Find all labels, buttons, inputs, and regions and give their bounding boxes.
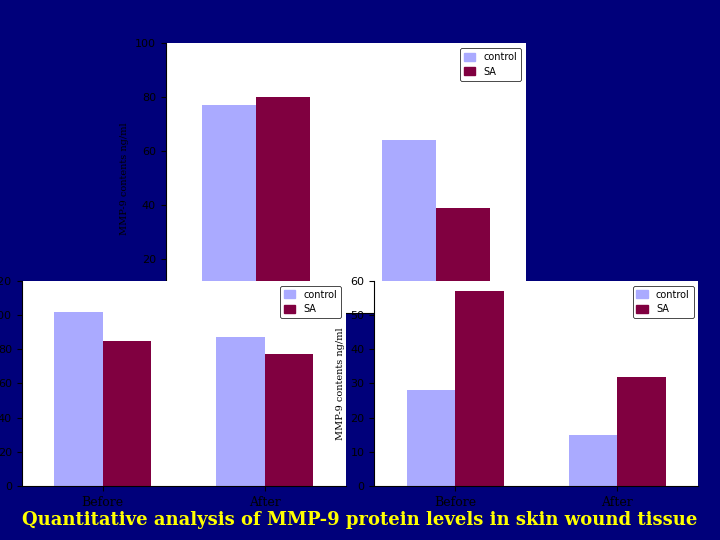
Bar xyxy=(618,376,666,486)
Bar xyxy=(456,291,504,486)
Bar xyxy=(407,390,456,486)
Bar xyxy=(569,435,618,486)
Y-axis label: MMP-9 contents ng/ml: MMP-9 contents ng/ml xyxy=(336,327,345,440)
Bar xyxy=(256,97,310,313)
Legend: control, SA: control, SA xyxy=(633,286,693,318)
Bar xyxy=(216,337,265,486)
Legend: control, SA: control, SA xyxy=(460,48,521,80)
Bar xyxy=(202,105,256,313)
Legend: control, SA: control, SA xyxy=(280,286,341,318)
Bar xyxy=(265,354,313,486)
Y-axis label: MMP-9 contents ng/ml: MMP-9 contents ng/ml xyxy=(120,122,130,234)
Bar xyxy=(54,312,102,486)
Bar xyxy=(102,341,151,486)
Bar xyxy=(382,140,436,313)
Bar xyxy=(436,208,490,313)
Text: Quantitative analysis of MMP-9 protein levels in skin wound tissue: Quantitative analysis of MMP-9 protein l… xyxy=(22,511,698,529)
